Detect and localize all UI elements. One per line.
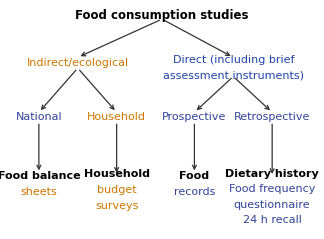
Text: Food balance: Food balance [0, 171, 80, 181]
Text: budget: budget [97, 185, 136, 195]
Text: Dietary history: Dietary history [225, 169, 319, 179]
Text: surveys: surveys [95, 201, 138, 211]
Text: Food: Food [179, 171, 209, 181]
Text: Household: Household [87, 112, 146, 122]
Text: records: records [174, 187, 215, 197]
Text: Food consumption studies: Food consumption studies [75, 9, 249, 22]
Text: Prospective: Prospective [162, 112, 226, 122]
Text: National: National [16, 112, 62, 122]
Text: questionnaire: questionnaire [234, 200, 310, 210]
Text: sheets: sheets [20, 187, 57, 197]
Text: 24 h recall: 24 h recall [243, 216, 302, 225]
Text: assessment instruments): assessment instruments) [163, 71, 304, 81]
Text: Direct (including brief: Direct (including brief [172, 55, 294, 65]
Text: Household: Household [84, 169, 150, 179]
Text: Food frequency: Food frequency [229, 185, 315, 194]
Text: Indirect/ecological: Indirect/ecological [27, 58, 129, 68]
Text: Retrospective: Retrospective [234, 112, 310, 122]
